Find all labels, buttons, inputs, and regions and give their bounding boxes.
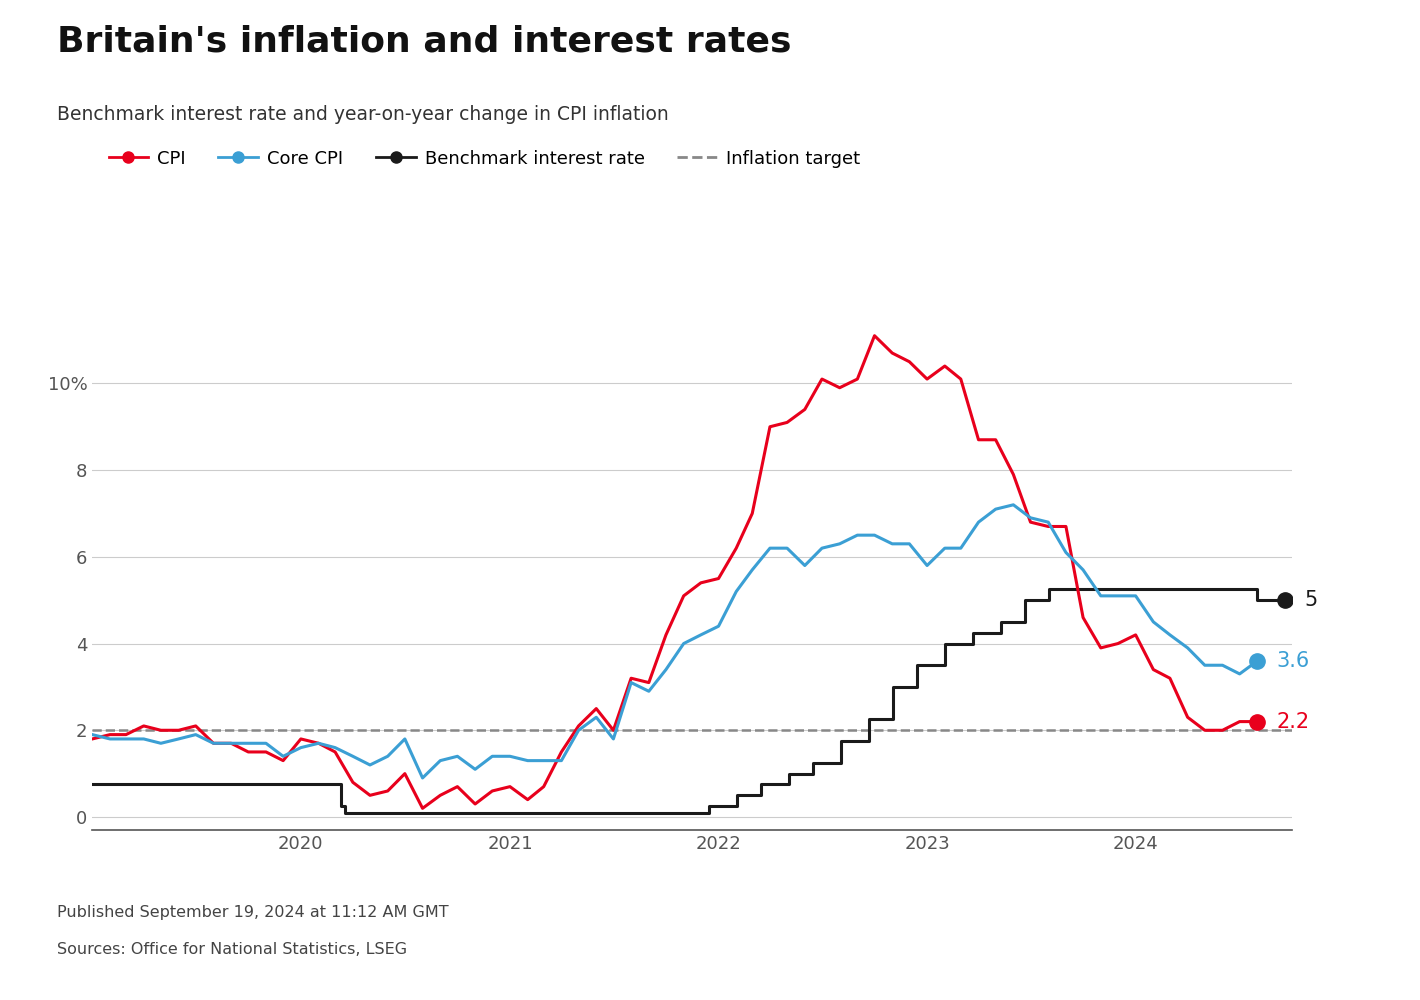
- Text: Benchmark interest rate and year-on-year change in CPI inflation: Benchmark interest rate and year-on-year…: [57, 105, 669, 124]
- Text: 3.6: 3.6: [1277, 651, 1311, 671]
- Text: 5: 5: [1305, 590, 1318, 610]
- Text: 2.2: 2.2: [1277, 712, 1309, 732]
- Text: Britain's inflation and interest rates: Britain's inflation and interest rates: [57, 25, 791, 59]
- Text: Sources: Office for National Statistics, LSEG: Sources: Office for National Statistics,…: [57, 942, 408, 957]
- Legend: CPI, Core CPI, Benchmark interest rate, Inflation target: CPI, Core CPI, Benchmark interest rate, …: [101, 143, 868, 175]
- Text: Published September 19, 2024 at 11:12 AM GMT: Published September 19, 2024 at 11:12 AM…: [57, 905, 449, 920]
